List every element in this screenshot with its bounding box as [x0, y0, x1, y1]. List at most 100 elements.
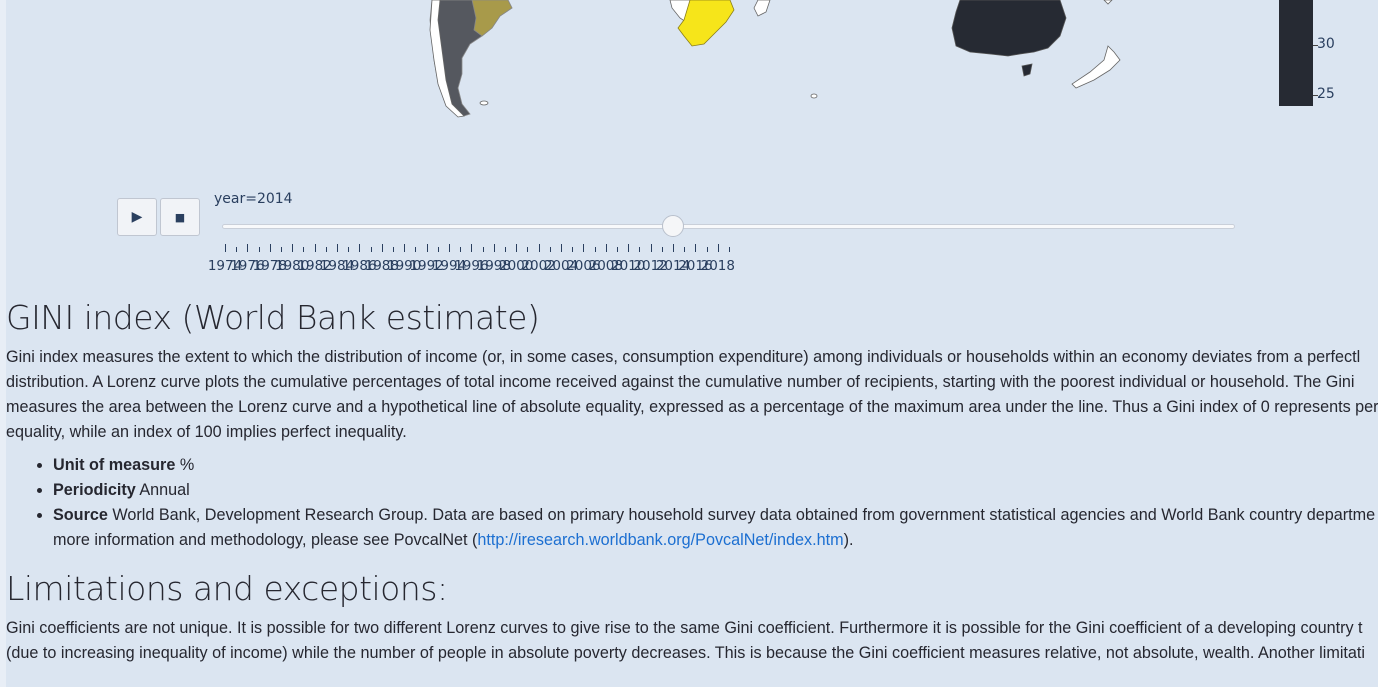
stop-button[interactable]: ■	[160, 198, 200, 236]
year-tick	[258, 247, 260, 252]
year-tick	[225, 244, 226, 252]
list-item-source: Source World Bank, Development Research …	[53, 503, 1378, 553]
map-region-south-america-olive[interactable]	[471, 0, 513, 37]
slider-current-value: year=2014	[214, 191, 293, 207]
colorbar	[1279, 0, 1313, 106]
stop-icon: ■	[174, 210, 186, 224]
year-tick	[236, 247, 238, 252]
year-tick	[348, 247, 350, 252]
year-tick-label: 1992	[409, 258, 444, 274]
year-tick	[717, 244, 719, 252]
year-slider-rail[interactable]	[222, 224, 1235, 229]
year-tick	[314, 244, 316, 252]
description-line: measures the area between the Lorenz cur…	[6, 398, 1378, 416]
year-tick-label: 1996	[454, 258, 489, 274]
page-edge	[0, 0, 6, 687]
source-label: Source	[53, 506, 108, 524]
year-tick-label: 1990	[387, 258, 422, 274]
play-button[interactable]: ▶	[117, 198, 157, 236]
year-tick	[303, 247, 305, 252]
year-tick	[292, 244, 294, 252]
year-tick	[325, 247, 327, 252]
year-tick	[359, 244, 361, 252]
year-tick	[639, 247, 641, 252]
year-tick-label: 1984	[319, 258, 355, 274]
year-tick	[684, 247, 686, 252]
year-tick	[269, 244, 271, 252]
year-tick-label: 1994	[431, 258, 467, 274]
year-tick	[404, 244, 406, 252]
year-tick-label: 1988	[364, 258, 399, 274]
year-tick	[381, 244, 383, 252]
year-tick-label: 1976	[230, 258, 265, 274]
map-region-south-africa[interactable]	[677, 0, 735, 47]
year-tick	[482, 247, 484, 252]
source-text-end: ).	[843, 531, 854, 549]
year-tick-label: 1974	[207, 258, 243, 274]
year-tick-label: 2012	[633, 258, 668, 274]
year-tick	[281, 247, 282, 252]
year-tick-label: 1978	[252, 258, 287, 274]
year-tick	[460, 247, 462, 252]
year-tick-label: 2006	[566, 258, 601, 274]
choropleth-map[interactable]	[6, 0, 1276, 130]
year-tick-label: 1982	[297, 258, 332, 274]
year-tick-label: 1986	[342, 258, 377, 274]
year-tick	[549, 247, 551, 252]
map-region-tasmania[interactable]	[1021, 63, 1033, 77]
year-tick	[538, 244, 540, 252]
year-tick	[437, 247, 439, 252]
map-region-pacific-island[interactable]	[1103, 0, 1113, 5]
year-tick	[661, 247, 663, 252]
year-tick-label: 2014	[655, 258, 691, 274]
description-line: equality, while an index of 100 implies …	[6, 423, 407, 441]
list-item-unit: Unit of measure %	[53, 453, 1378, 478]
description-paragraph: Gini index measures the extent to which …	[6, 345, 1378, 445]
year-tick	[572, 247, 574, 252]
year-tick	[650, 244, 652, 252]
map-region-andes-white[interactable]	[429, 0, 465, 118]
map-region-falklands[interactable]	[479, 100, 489, 106]
year-tick	[393, 247, 394, 252]
map-region-australia[interactable]	[951, 0, 1067, 57]
year-tick	[493, 244, 495, 252]
year-tick	[617, 247, 618, 252]
year-tick	[426, 244, 428, 252]
indicator-title: GINI index (World Bank estimate)	[6, 298, 540, 337]
year-tick-label: 1980	[275, 258, 310, 274]
year-tick	[594, 247, 596, 252]
colorbar-tick	[1313, 45, 1318, 46]
list-item-periodicity: Periodicity Annual	[53, 478, 1378, 503]
year-tick	[415, 247, 417, 252]
year-tick-label: 2002	[521, 258, 556, 274]
year-tick-label: 2004	[543, 258, 579, 274]
year-tick	[337, 244, 338, 252]
description-line: Gini index measures the extent to which …	[6, 348, 1361, 366]
year-tick-label: 2000	[499, 258, 534, 274]
year-tick	[471, 244, 473, 252]
povcalnet-link[interactable]: http://iresearch.worldbank.org/PovcalNet…	[477, 531, 844, 549]
year-tick	[673, 244, 674, 252]
description-line: distribution. A Lorenz curve plots the c…	[6, 373, 1355, 391]
year-tick	[370, 247, 372, 252]
year-tick-label: 2008	[588, 258, 623, 274]
limitations-line: Gini coefficients are not unique. It is …	[6, 619, 1363, 637]
map-region-new-zealand[interactable]	[1071, 45, 1121, 89]
limitations-line: (due to increasing inequality of income)…	[6, 644, 1366, 662]
map-region-madagascar[interactable]	[753, 0, 771, 17]
year-tick	[628, 244, 630, 252]
limitations-title: Limitations and exceptions:	[6, 569, 448, 608]
year-tick	[527, 247, 529, 252]
colorbar-label: 25	[1317, 86, 1335, 102]
limitations-paragraph: Gini coefficients are not unique. It is …	[6, 616, 1378, 666]
year-tick	[516, 244, 518, 252]
year-tick-label: 2016	[678, 258, 713, 274]
map-region-island[interactable]	[810, 93, 818, 99]
source-text: World Bank, Development Research Group. …	[112, 506, 1376, 524]
year-slider-handle[interactable]	[662, 215, 684, 237]
year-tick	[505, 247, 506, 252]
year-tick	[561, 244, 562, 252]
colorbar-label: 30	[1317, 36, 1335, 52]
unit-label: Unit of measure	[53, 456, 176, 474]
year-tick	[449, 244, 450, 252]
